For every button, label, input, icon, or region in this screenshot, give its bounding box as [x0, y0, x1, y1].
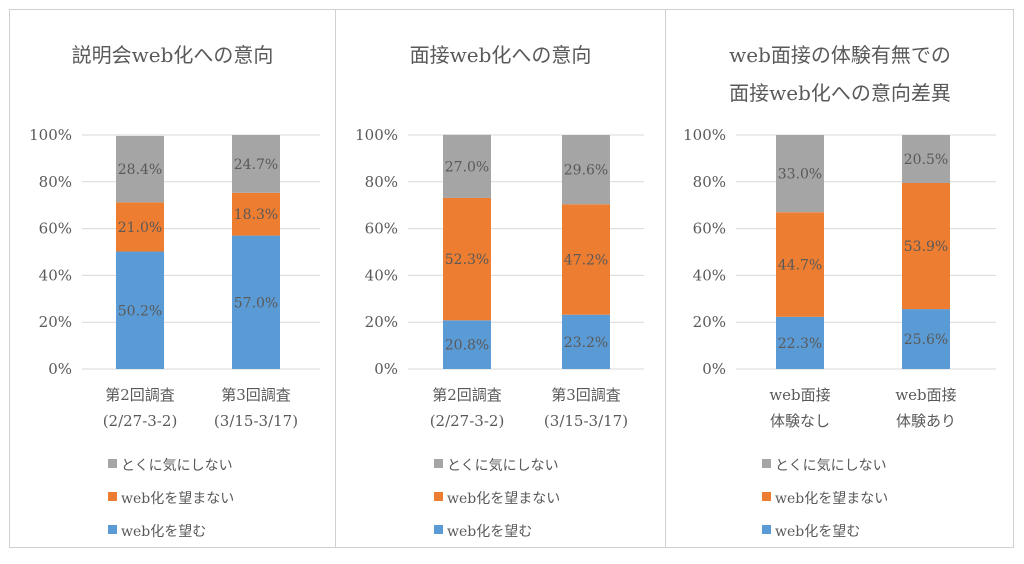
- y-tick-label: 40%: [39, 266, 72, 284]
- y-tick-label: 0%: [702, 360, 726, 378]
- y-tick-label: 20%: [365, 313, 398, 331]
- y-tick-label: 0%: [374, 360, 398, 378]
- y-tick-label: 20%: [39, 313, 72, 331]
- legend-swatch: [108, 459, 117, 468]
- y-tick-label: 40%: [365, 266, 398, 284]
- x-tick-label: 体験あり: [896, 412, 956, 430]
- data-label: 23.2%: [564, 335, 608, 351]
- data-label: 21.0%: [118, 220, 162, 236]
- bar-segment: [776, 212, 824, 317]
- bar-segment: [902, 182, 950, 310]
- chart-panel-2: 面接web化への意向 0% 20% 40% 60% 80% 100% 20.8% 52.3% 27…: [336, 10, 665, 548]
- bar-segment: [443, 134, 491, 198]
- x-tick-label: web面接: [769, 386, 830, 404]
- panel-divider: [335, 10, 336, 548]
- x-tick-label: 第2回調査: [432, 386, 502, 404]
- x-tick-label: 第2回調査: [105, 386, 175, 404]
- x-tick-label: web面接: [895, 386, 956, 404]
- x-tick-label: (3/15-3/17): [544, 412, 628, 430]
- y-tick-label: 20%: [693, 313, 726, 331]
- legend-swatch: [434, 459, 443, 468]
- legend-label: web化を望む: [447, 524, 532, 540]
- legend-swatch: [762, 525, 771, 534]
- legend-swatch: [762, 492, 771, 501]
- data-label: 24.7%: [234, 157, 278, 173]
- y-tick-label: 60%: [693, 220, 726, 238]
- legend-label: とくに気にしない: [447, 458, 559, 474]
- bar-segment: [443, 197, 491, 321]
- data-label: 22.3%: [778, 336, 822, 352]
- bar-segment: [232, 235, 280, 369]
- data-label: 25.6%: [904, 332, 948, 348]
- bar-segment: [902, 135, 950, 183]
- legend-swatch: [108, 492, 117, 501]
- y-tick-label: 80%: [365, 173, 398, 191]
- data-label: 28.4%: [118, 162, 162, 178]
- chart-panel-3: web面接の体験有無での 面接web化への意向差異 0% 20% 40% 60% 80% 10…: [666, 10, 1014, 548]
- y-tick-label: 60%: [365, 220, 398, 238]
- bar-segment: [232, 135, 280, 193]
- data-label: 33.0%: [778, 167, 822, 183]
- data-label: 57.0%: [234, 295, 278, 311]
- chart-title: web面接の体験有無での: [729, 43, 951, 67]
- x-tick-label: 第3回調査: [551, 386, 621, 404]
- bar-segment: [776, 135, 824, 213]
- x-tick-label: 体験なし: [770, 412, 830, 430]
- data-label: 53.9%: [904, 239, 948, 255]
- bar-segment: [562, 135, 610, 205]
- legend-label: web化を望まない: [775, 491, 888, 507]
- bar-segment: [443, 320, 491, 369]
- bar-segment: [902, 309, 950, 369]
- y-tick-label: 40%: [693, 266, 726, 284]
- y-tick-label: 100%: [355, 126, 398, 144]
- bar-segment: [562, 314, 610, 369]
- data-label: 50.2%: [118, 303, 162, 319]
- chart-svg-1: 説明会web化への意向 0% 20% 40% 60% 80% 100% 50.2% 21.0% 2…: [29, 43, 320, 540]
- y-tick-label: 100%: [29, 126, 72, 144]
- legend-swatch: [434, 525, 443, 534]
- legend-label: とくに気にしない: [121, 458, 233, 474]
- x-tick-label: (2/27-3-2): [430, 412, 505, 430]
- bar-segment: [562, 204, 610, 315]
- legend-label: web化を望む: [775, 524, 860, 540]
- chart-title: 説明会web化への意向: [72, 43, 274, 67]
- legend-label: とくに気にしない: [775, 458, 887, 474]
- data-label: 52.3%: [445, 252, 489, 268]
- x-tick-label: (3/15-3/17): [214, 412, 298, 430]
- data-label: 27.0%: [445, 159, 489, 175]
- legend-swatch: [434, 492, 443, 501]
- chart-title: 面接web化への意向差異: [729, 81, 951, 105]
- x-tick-label: 第3回調査: [221, 386, 291, 404]
- data-label: 20.8%: [445, 338, 489, 354]
- legend-label: web化を望まない: [447, 491, 560, 507]
- chart-panel-1: 説明会web化への意向 0% 20% 40% 60% 80% 100% 50.2% 21.0% 2…: [10, 10, 335, 548]
- y-tick-label: 80%: [693, 173, 726, 191]
- legend-swatch: [762, 459, 771, 468]
- bar-segment: [116, 135, 164, 203]
- bar-segment: [776, 316, 824, 369]
- legend-swatch: [108, 525, 117, 534]
- y-tick-label: 100%: [683, 126, 726, 144]
- data-label: 20.5%: [904, 152, 948, 168]
- y-tick-label: 60%: [39, 220, 72, 238]
- x-tick-label: (2/27-3-2): [103, 412, 178, 430]
- y-tick-label: 0%: [48, 360, 72, 378]
- bar-segment: [116, 202, 164, 252]
- legend-label: web化を望まない: [121, 491, 234, 507]
- chart-frame: [9, 9, 1014, 548]
- bar-segment: [116, 251, 164, 369]
- data-label: 18.3%: [234, 207, 278, 223]
- data-label: 29.6%: [564, 163, 608, 179]
- legend-label: web化を望む: [121, 524, 206, 540]
- chart-svg-2: 面接web化への意向 0% 20% 40% 60% 80% 100% 20.8% 52.3% 27…: [355, 43, 644, 540]
- chart-title: 面接web化への意向: [410, 43, 592, 67]
- y-tick-label: 80%: [39, 173, 72, 191]
- bar-segment: [232, 192, 280, 236]
- panel-divider: [665, 10, 666, 548]
- data-label: 47.2%: [564, 252, 608, 268]
- data-label: 44.7%: [778, 258, 822, 274]
